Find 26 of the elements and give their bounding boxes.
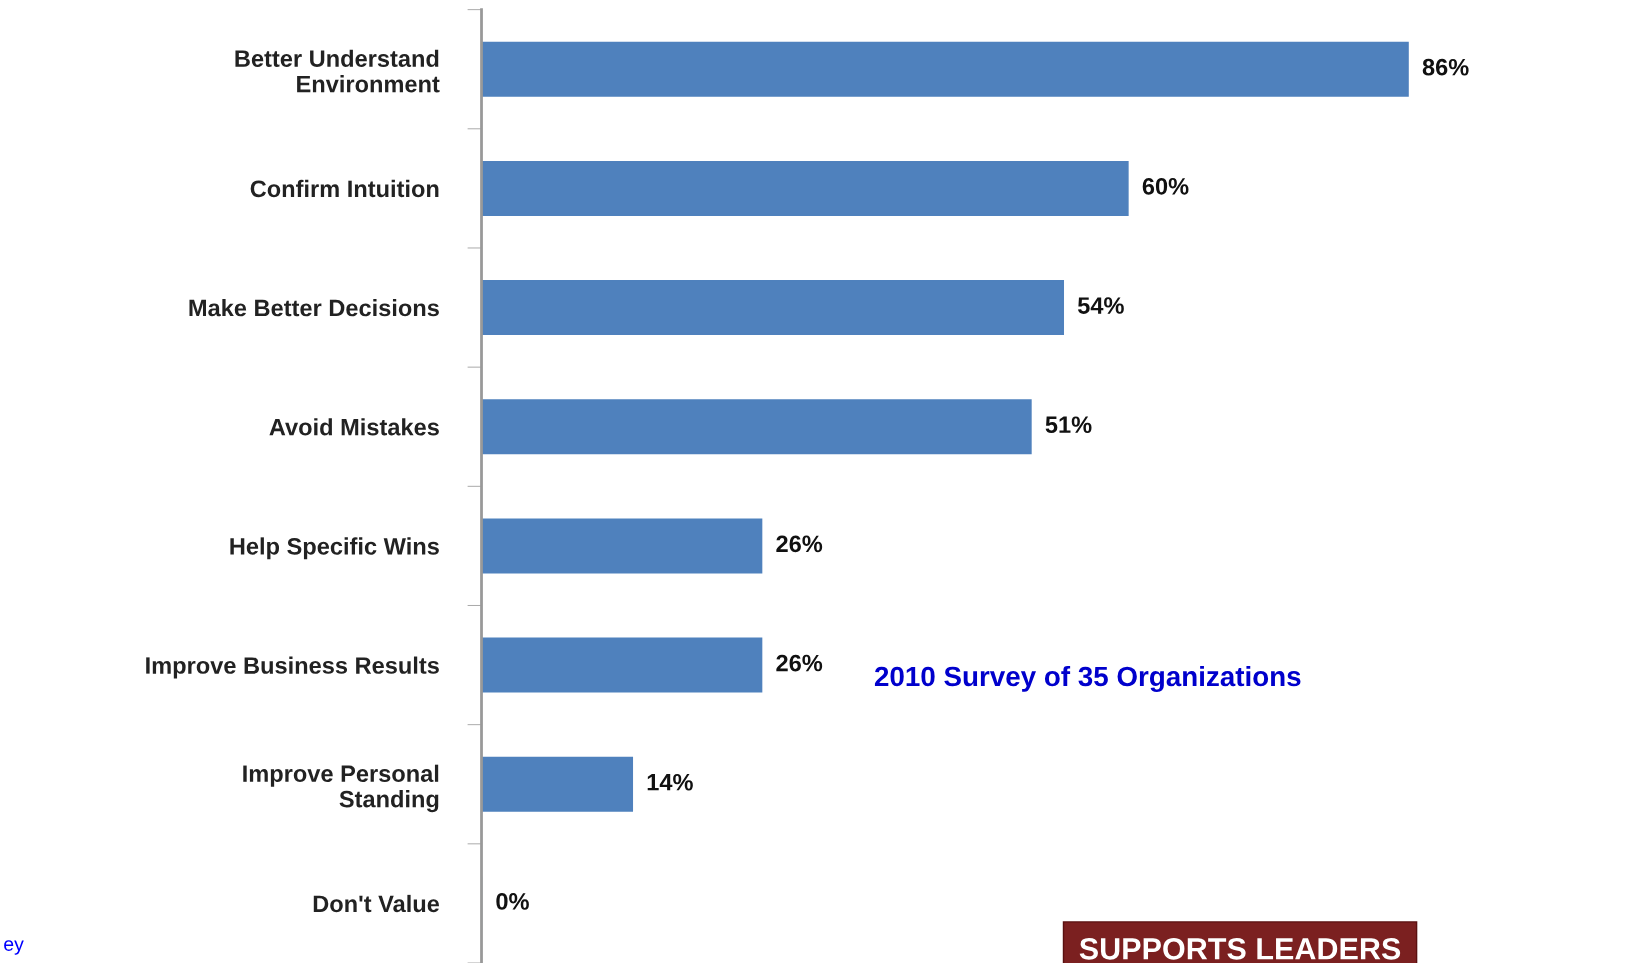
y-tick-label: Don't Value xyxy=(313,894,440,913)
y-tick-label: Better Understand Environment xyxy=(235,49,440,93)
bar xyxy=(481,518,763,574)
y-tick-label: Avoid Mistakes xyxy=(269,418,439,436)
bar xyxy=(481,637,763,693)
data-label: 26% xyxy=(776,535,823,553)
y-tick-label: Confirm Intuition xyxy=(250,179,439,198)
bar xyxy=(481,280,1065,336)
annotation: 2010 Survey of 35 Organizations xyxy=(874,665,1301,692)
y-tick-label: Improve Business Results xyxy=(146,656,439,679)
data-label: 26% xyxy=(776,654,823,672)
y-tick-label: Improve Personal Standing xyxy=(243,764,439,813)
data-label: 60% xyxy=(1142,178,1189,195)
text: ey xyxy=(4,940,24,955)
bar xyxy=(481,160,1129,216)
bar xyxy=(481,41,1409,97)
bar xyxy=(481,756,634,812)
data-label: 54% xyxy=(1077,297,1124,314)
y-tick-label: Help Specific Wins xyxy=(230,537,439,560)
bar xyxy=(481,399,1032,455)
data-label: 51% xyxy=(1045,416,1092,434)
y-tick-label: Make Better Decisions xyxy=(189,299,439,317)
data-label: 14% xyxy=(647,773,693,791)
data-label: 86% xyxy=(1422,58,1469,76)
data-label: 0% xyxy=(496,893,529,910)
annotation: SUPPORTS LEADERS xyxy=(1079,938,1401,960)
